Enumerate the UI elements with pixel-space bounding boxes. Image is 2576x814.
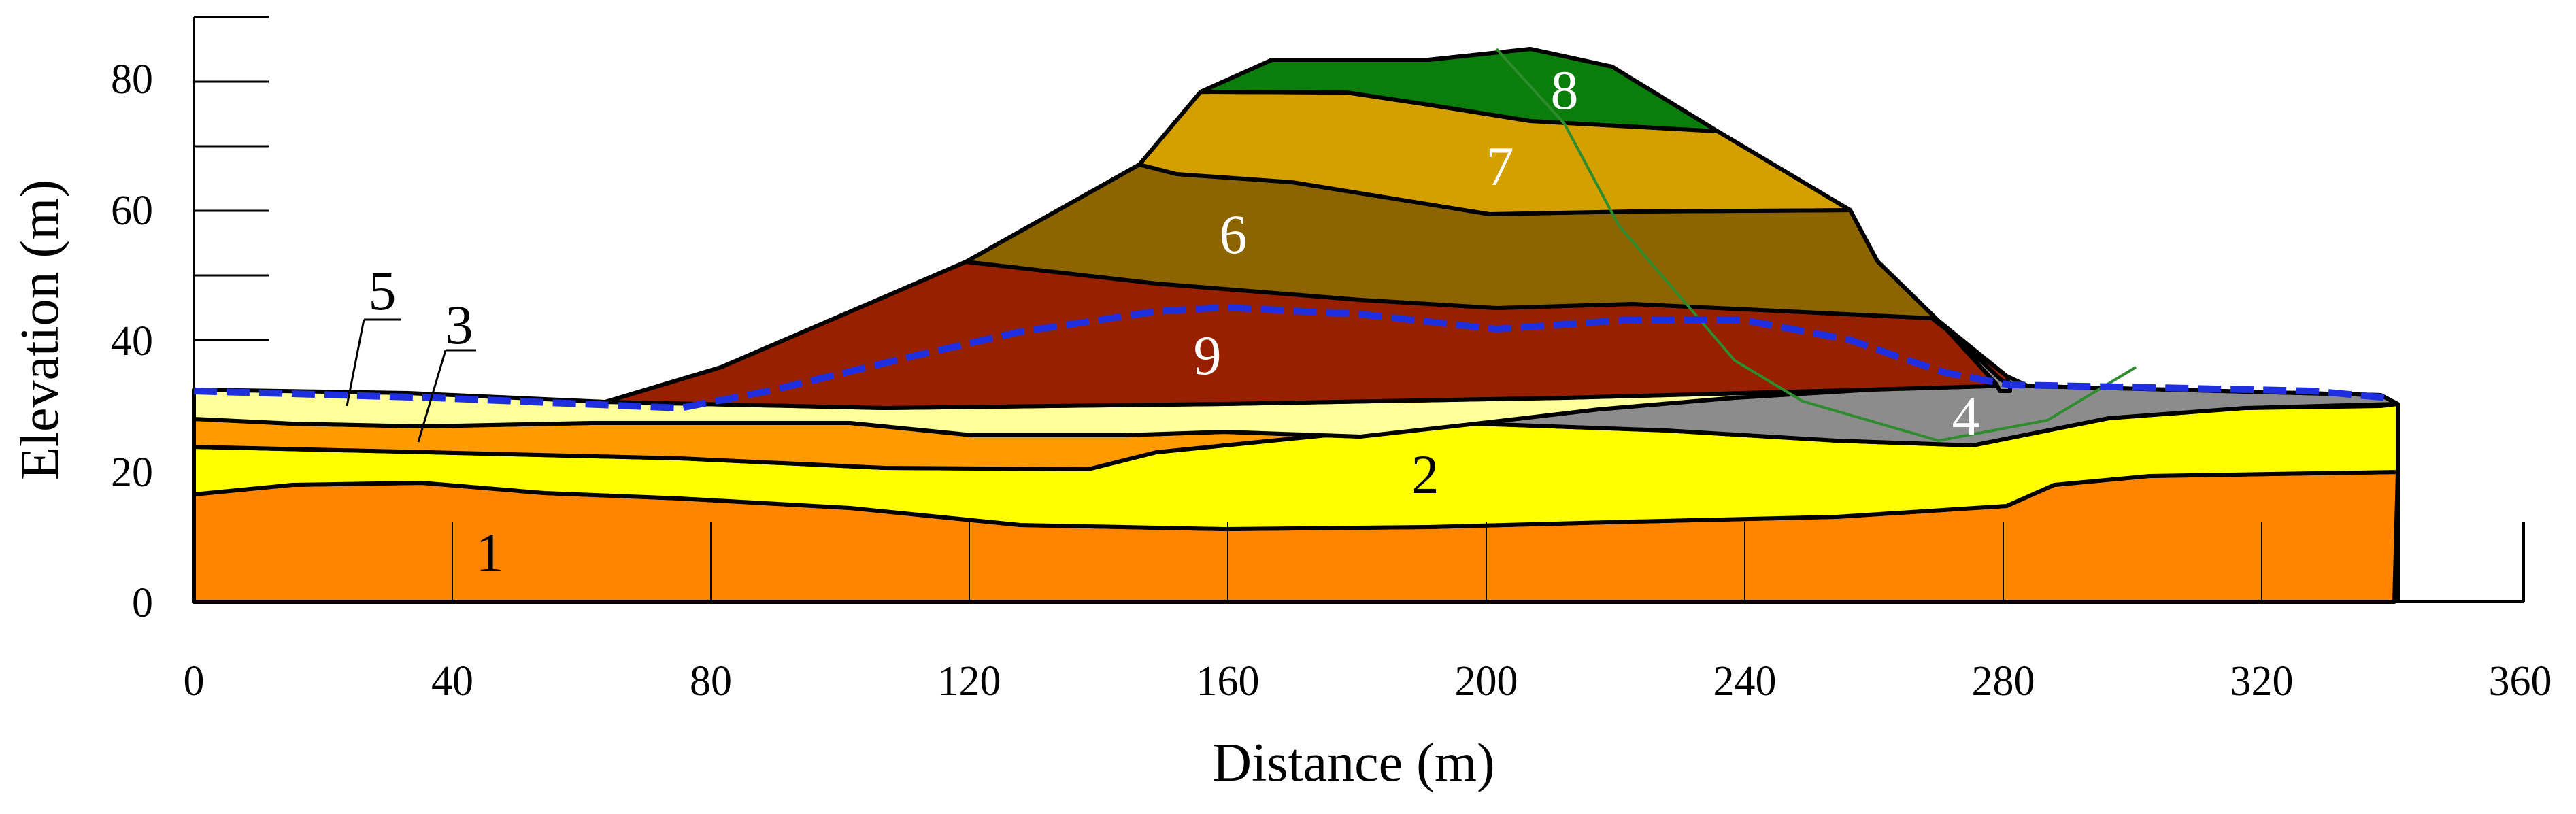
layer-label-3: 3 [446,294,473,356]
y-tick-label: 0 [132,580,153,626]
toe-body [1937,319,2012,393]
x-tick-label: 360 [2489,658,2552,705]
y-tick-labels: 0 20 40 60 80 [111,56,153,626]
layer-label-4: 4 [1952,386,1980,447]
layer-label-1: 1 [476,522,504,583]
x-axis-title: Distance (m) [1212,733,1494,793]
layer-label-7: 7 [1486,135,1514,197]
slip-surface [1495,48,2137,443]
x-tick-label: 240 [1713,658,1777,705]
y-tick-label: 80 [111,56,153,103]
layers [192,47,2400,604]
x-tick-labels: 0 40 80 120 160 200 240 280 320 360 [184,658,2552,705]
x-tick-label: 320 [2230,658,2294,705]
water-table [193,303,2388,412]
y-tick-label: 60 [111,188,153,234]
hill-outline [605,47,2028,404]
x-tick-label: 40 [431,658,473,705]
x-tick-label: 160 [1197,658,1260,705]
x-tick-label: 80 [690,658,732,705]
x-tick-label: 200 [1455,658,1518,705]
y-ticks [194,16,269,406]
x-grid-ticks [452,522,2262,602]
y-tick-label: 20 [111,450,153,496]
layer-label-9: 9 [1194,324,1222,386]
y-axis-title: Elevation (m) [10,180,70,480]
layer-label-8: 8 [1551,59,1579,121]
layer-labels: 1 2 3 4 5 6 7 8 9 [369,59,1980,583]
x-tick-label: 0 [184,658,205,705]
y-tick-label: 40 [111,318,153,364]
label-leaders [346,318,476,443]
x-tick-label: 120 [938,658,1001,705]
x-tick-label: 280 [1972,658,2035,705]
right-boundary [2009,384,2400,602]
layer-label-5: 5 [369,260,397,322]
layer-label-6: 6 [1220,203,1248,265]
layer-label-2: 2 [1411,443,1439,505]
